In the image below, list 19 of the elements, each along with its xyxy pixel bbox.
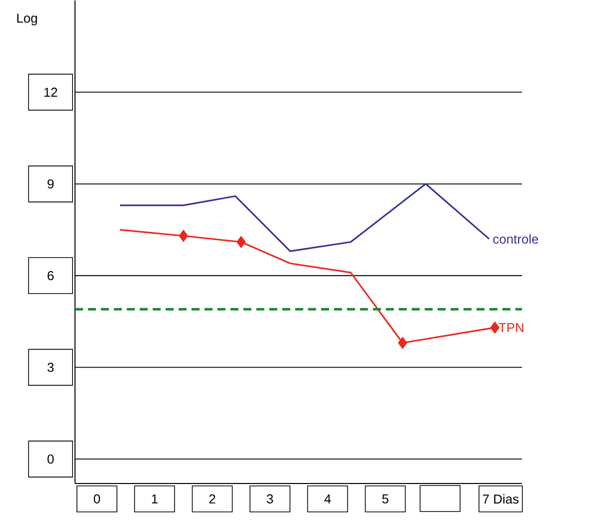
y-tick-label: 0 — [48, 454, 54, 464]
x-tick-label: 1 — [152, 494, 158, 504]
x-tick-label: 2 — [209, 494, 216, 504]
x-tick-label: 3 — [266, 494, 273, 504]
y-tick-label: 6 — [48, 271, 54, 280]
x-tick-label: 7 Dias — [482, 494, 519, 504]
x-tick-label: 4 — [324, 494, 331, 504]
point — [236, 236, 246, 248]
x-tick-label: 0 — [94, 494, 100, 504]
point — [178, 230, 188, 242]
line-series — [119, 183, 490, 252]
y-tick-label: 3 — [48, 362, 54, 372]
y-tick-label: 9 — [48, 180, 54, 189]
point — [398, 336, 408, 350]
y-axis-title: Log — [17, 14, 37, 26]
x-tick-label: 5 — [382, 494, 388, 504]
y-tick-label: 12 — [44, 88, 58, 97]
series-label: controle — [493, 234, 538, 244]
series-label: TPN — [498, 323, 524, 332]
